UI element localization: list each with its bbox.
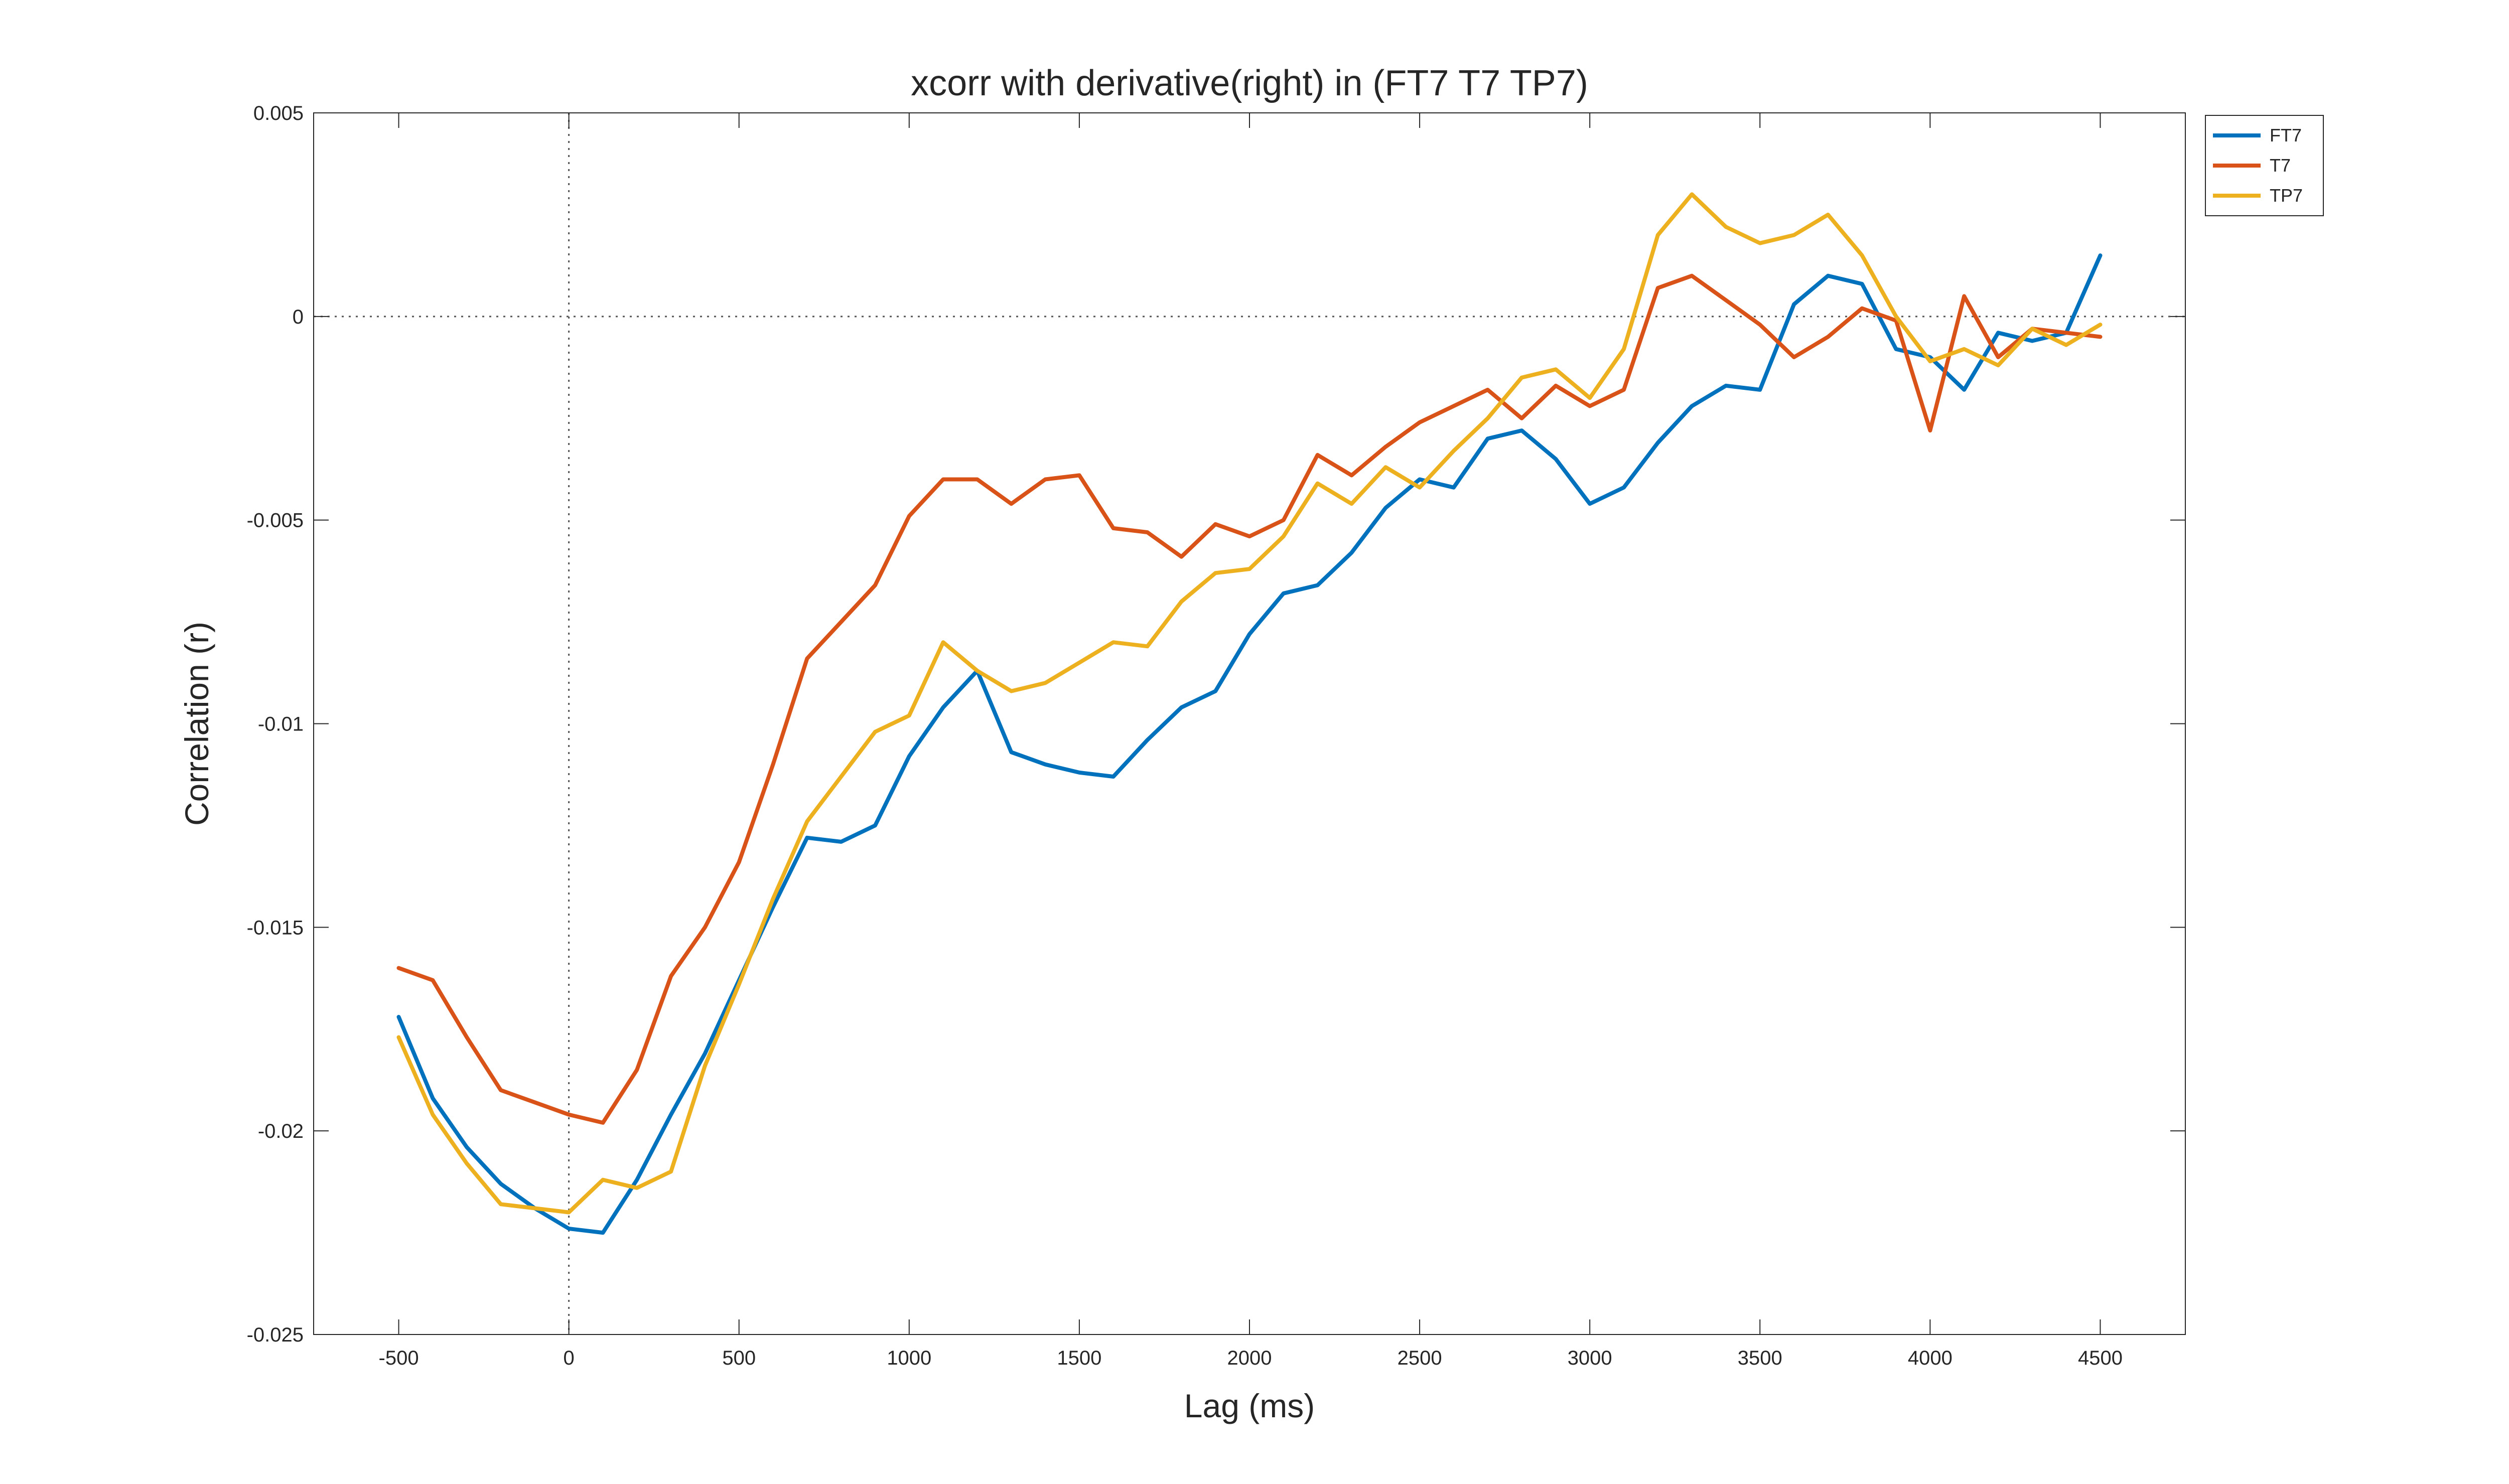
series-line-tp7 — [396, 192, 2103, 1215]
y-tick-label: -0.025 — [247, 1324, 304, 1346]
legend: FT7 T7 TP7 — [2205, 115, 2324, 216]
legend-label-ft7: FT7 — [2270, 125, 2302, 145]
series-line-ft7 — [396, 253, 2103, 1235]
x-tick-label: 1500 — [1057, 1347, 1101, 1369]
y-tick-label: -0.02 — [258, 1120, 304, 1142]
legend-label-tp7: TP7 — [2270, 185, 2303, 206]
x-tick-label: 4500 — [2078, 1347, 2123, 1369]
x-axis-label: Lag (ms) — [1184, 1387, 1315, 1424]
legend-label-t7: T7 — [2270, 155, 2291, 176]
x-tick-label: 3500 — [1738, 1347, 1782, 1369]
y-tick-label: -0.005 — [247, 510, 304, 532]
x-tick-label: 4000 — [1908, 1347, 1953, 1369]
x-tick-label: 2500 — [1398, 1347, 1442, 1369]
y-tick-label: -0.015 — [247, 917, 304, 939]
x-tick-label: 0 — [564, 1347, 575, 1369]
legend-box — [2205, 115, 2324, 216]
series-line-t7 — [396, 273, 2103, 1125]
y-tick-label: -0.01 — [258, 713, 304, 735]
x-tick-label: -500 — [379, 1347, 419, 1369]
x-tick-label: 2000 — [1227, 1347, 1272, 1369]
x-tick-label: 3000 — [1568, 1347, 1612, 1369]
chart-title: xcorr with derivative(right) in (FT7 T7 … — [911, 63, 1588, 103]
y-axis-label: Correlation (r) — [178, 622, 215, 826]
y-tick-label: 0 — [293, 306, 304, 328]
y-tick-label: 0.005 — [253, 102, 304, 124]
x-tick-label: 1000 — [887, 1347, 931, 1369]
x-tick-label: 500 — [722, 1347, 756, 1369]
